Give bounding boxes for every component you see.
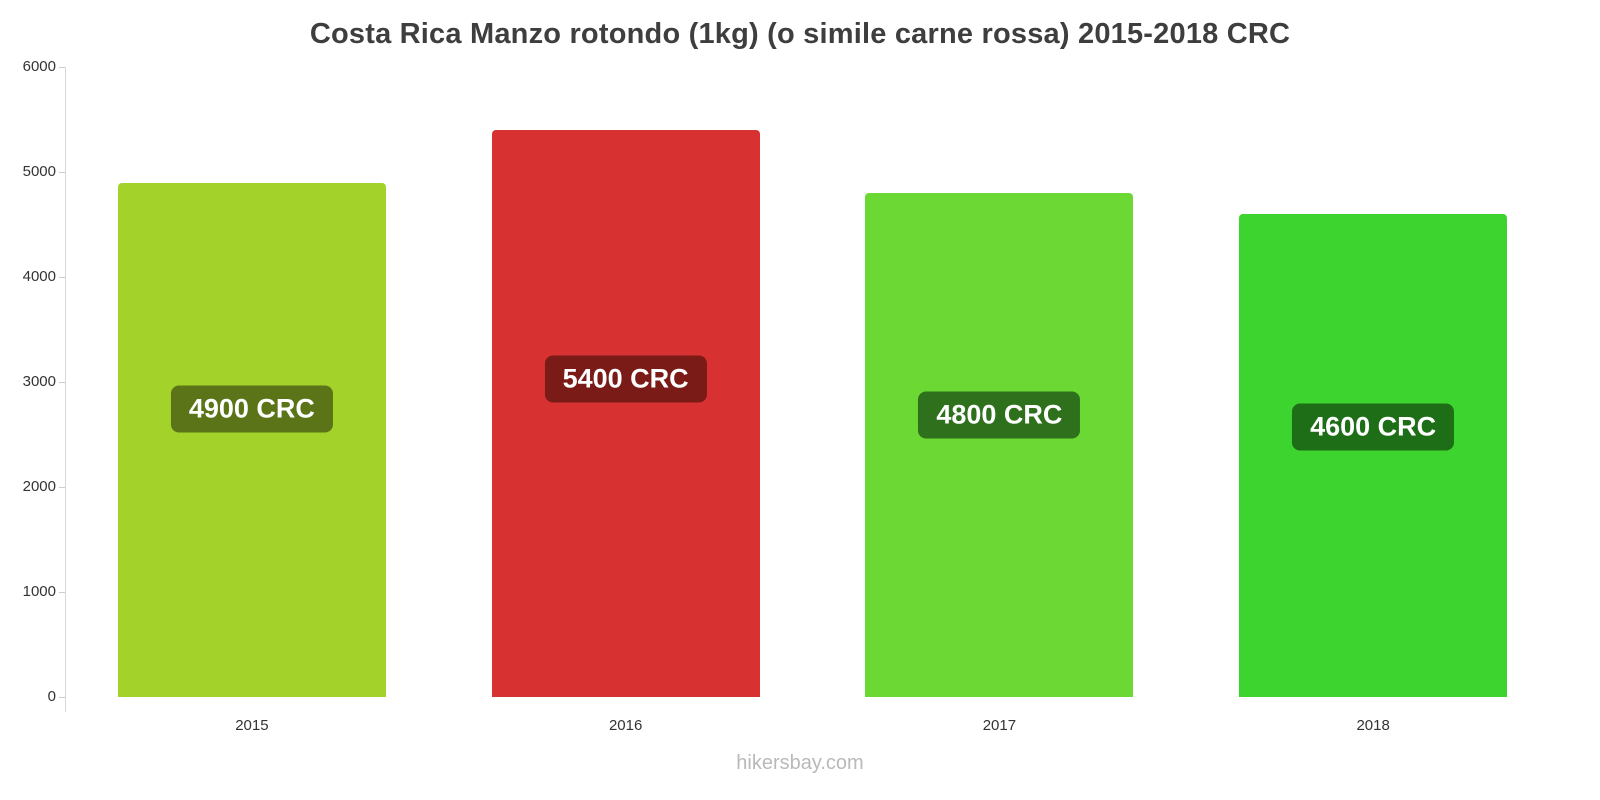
y-axis-tick-label: 6000 bbox=[22, 58, 56, 75]
y-axis-tick-mark bbox=[59, 382, 65, 383]
y-axis-tick-label: 0 bbox=[47, 688, 56, 705]
bar-2018: 4600 CRC bbox=[1239, 214, 1508, 697]
y-axis-tick-mark bbox=[59, 172, 65, 173]
bar-2017: 4800 CRC bbox=[865, 193, 1134, 697]
bar-value-label: 4600 CRC bbox=[1292, 403, 1455, 451]
y-axis-tick-mark bbox=[59, 277, 65, 278]
y-axis-tick-label: 5000 bbox=[22, 163, 56, 180]
y-axis-line bbox=[65, 67, 66, 712]
bar-value-label: 4900 CRC bbox=[170, 385, 333, 433]
y-axis-tick-mark bbox=[59, 67, 65, 68]
bar-value-label: 5400 CRC bbox=[544, 355, 707, 403]
x-axis-label: 2018 bbox=[1356, 717, 1390, 734]
x-axis-label: 2017 bbox=[982, 717, 1017, 734]
y-axis-tick-mark bbox=[59, 592, 65, 593]
x-axis-label: 2016 bbox=[608, 717, 643, 734]
y-axis-tick-mark bbox=[59, 697, 65, 698]
bar-2015: 4900 CRC bbox=[117, 182, 386, 697]
y-axis-tick-label: 1000 bbox=[22, 583, 56, 600]
bar-value-label: 4800 CRC bbox=[918, 391, 1081, 439]
y-axis-tick-label: 3000 bbox=[22, 373, 56, 390]
source-watermark: hikersbay.com bbox=[736, 752, 864, 774]
y-axis-tick-label: 4000 bbox=[22, 268, 56, 285]
y-axis-tick-mark bbox=[59, 487, 65, 488]
x-axis-label: 2015 bbox=[235, 717, 269, 734]
y-axis-tick-label: 2000 bbox=[22, 478, 56, 495]
bar-2016: 5400 CRC bbox=[491, 130, 760, 697]
chart-title: Costa Rica Manzo rotondo (1kg) (o simile… bbox=[309, 18, 1291, 50]
